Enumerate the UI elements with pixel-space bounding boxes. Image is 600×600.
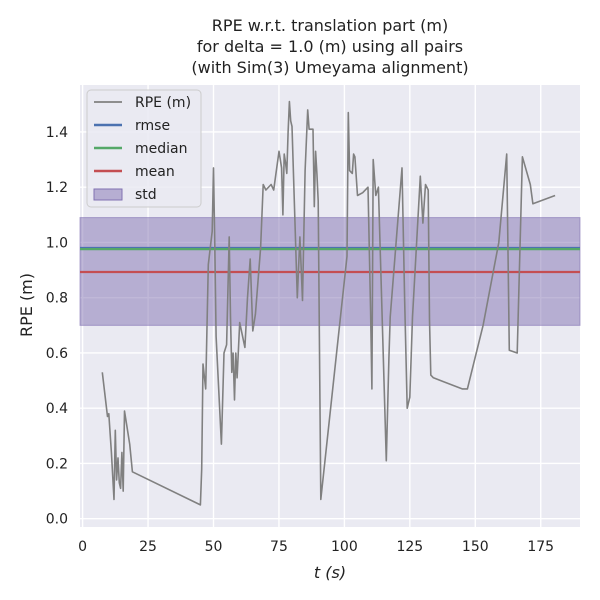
y-tick-labels: 0.0 0.2 0.4 0.6 0.8 1.0 1.2 1.4 — [46, 125, 68, 528]
legend-label: rmse — [135, 118, 170, 134]
chart-title-line-3: (with Sim(3) Umeyama alignment) — [191, 58, 468, 77]
x-tick-label: 150 — [462, 539, 489, 555]
legend-label: mean — [135, 164, 175, 180]
y-tick-label: 0.8 — [46, 291, 68, 307]
x-tick-labels: 0 25 50 75 100 125 150 175 — [78, 539, 554, 555]
y-tick-label: 1.4 — [46, 125, 68, 141]
legend-swatch-std — [93, 188, 123, 201]
chart-title-line-1: RPE w.r.t. translation part (m) — [212, 16, 448, 35]
x-tick-label: 125 — [396, 539, 423, 555]
x-tick-label: 75 — [270, 539, 288, 555]
y-tick-label: 1.2 — [46, 180, 68, 196]
x-tick-label: 25 — [139, 539, 157, 555]
x-tick-label: 0 — [78, 539, 87, 555]
legend-label: median — [135, 141, 187, 157]
legend-label: RPE (m) — [135, 95, 191, 111]
y-tick-label: 0.4 — [46, 401, 68, 417]
x-tick-label: 175 — [527, 539, 554, 555]
y-axis-label: RPE (m) — [17, 273, 36, 337]
stat-lines-layer — [80, 246, 580, 274]
x-axis-label-text: t (s) — [314, 563, 346, 582]
x-tick-label: 50 — [205, 539, 223, 555]
x-tick-label: 100 — [331, 539, 358, 555]
series-layer — [101, 100, 556, 506]
y-tick-label: 0.0 — [46, 512, 68, 528]
legend-label: std — [135, 187, 157, 203]
y-tick-label: 0.6 — [46, 346, 68, 362]
legend: RPE (m) rmse median mean std — [86, 89, 202, 208]
chart-title-line-2: for delta = 1.0 (m) using all pairs — [197, 37, 463, 56]
y-tick-label: 1.0 — [46, 235, 68, 251]
y-tick-label: 0.2 — [46, 456, 68, 472]
x-axis-label: t (s) — [314, 563, 346, 582]
rpe-series-line — [101, 100, 556, 506]
legend-frame — [86, 89, 202, 208]
